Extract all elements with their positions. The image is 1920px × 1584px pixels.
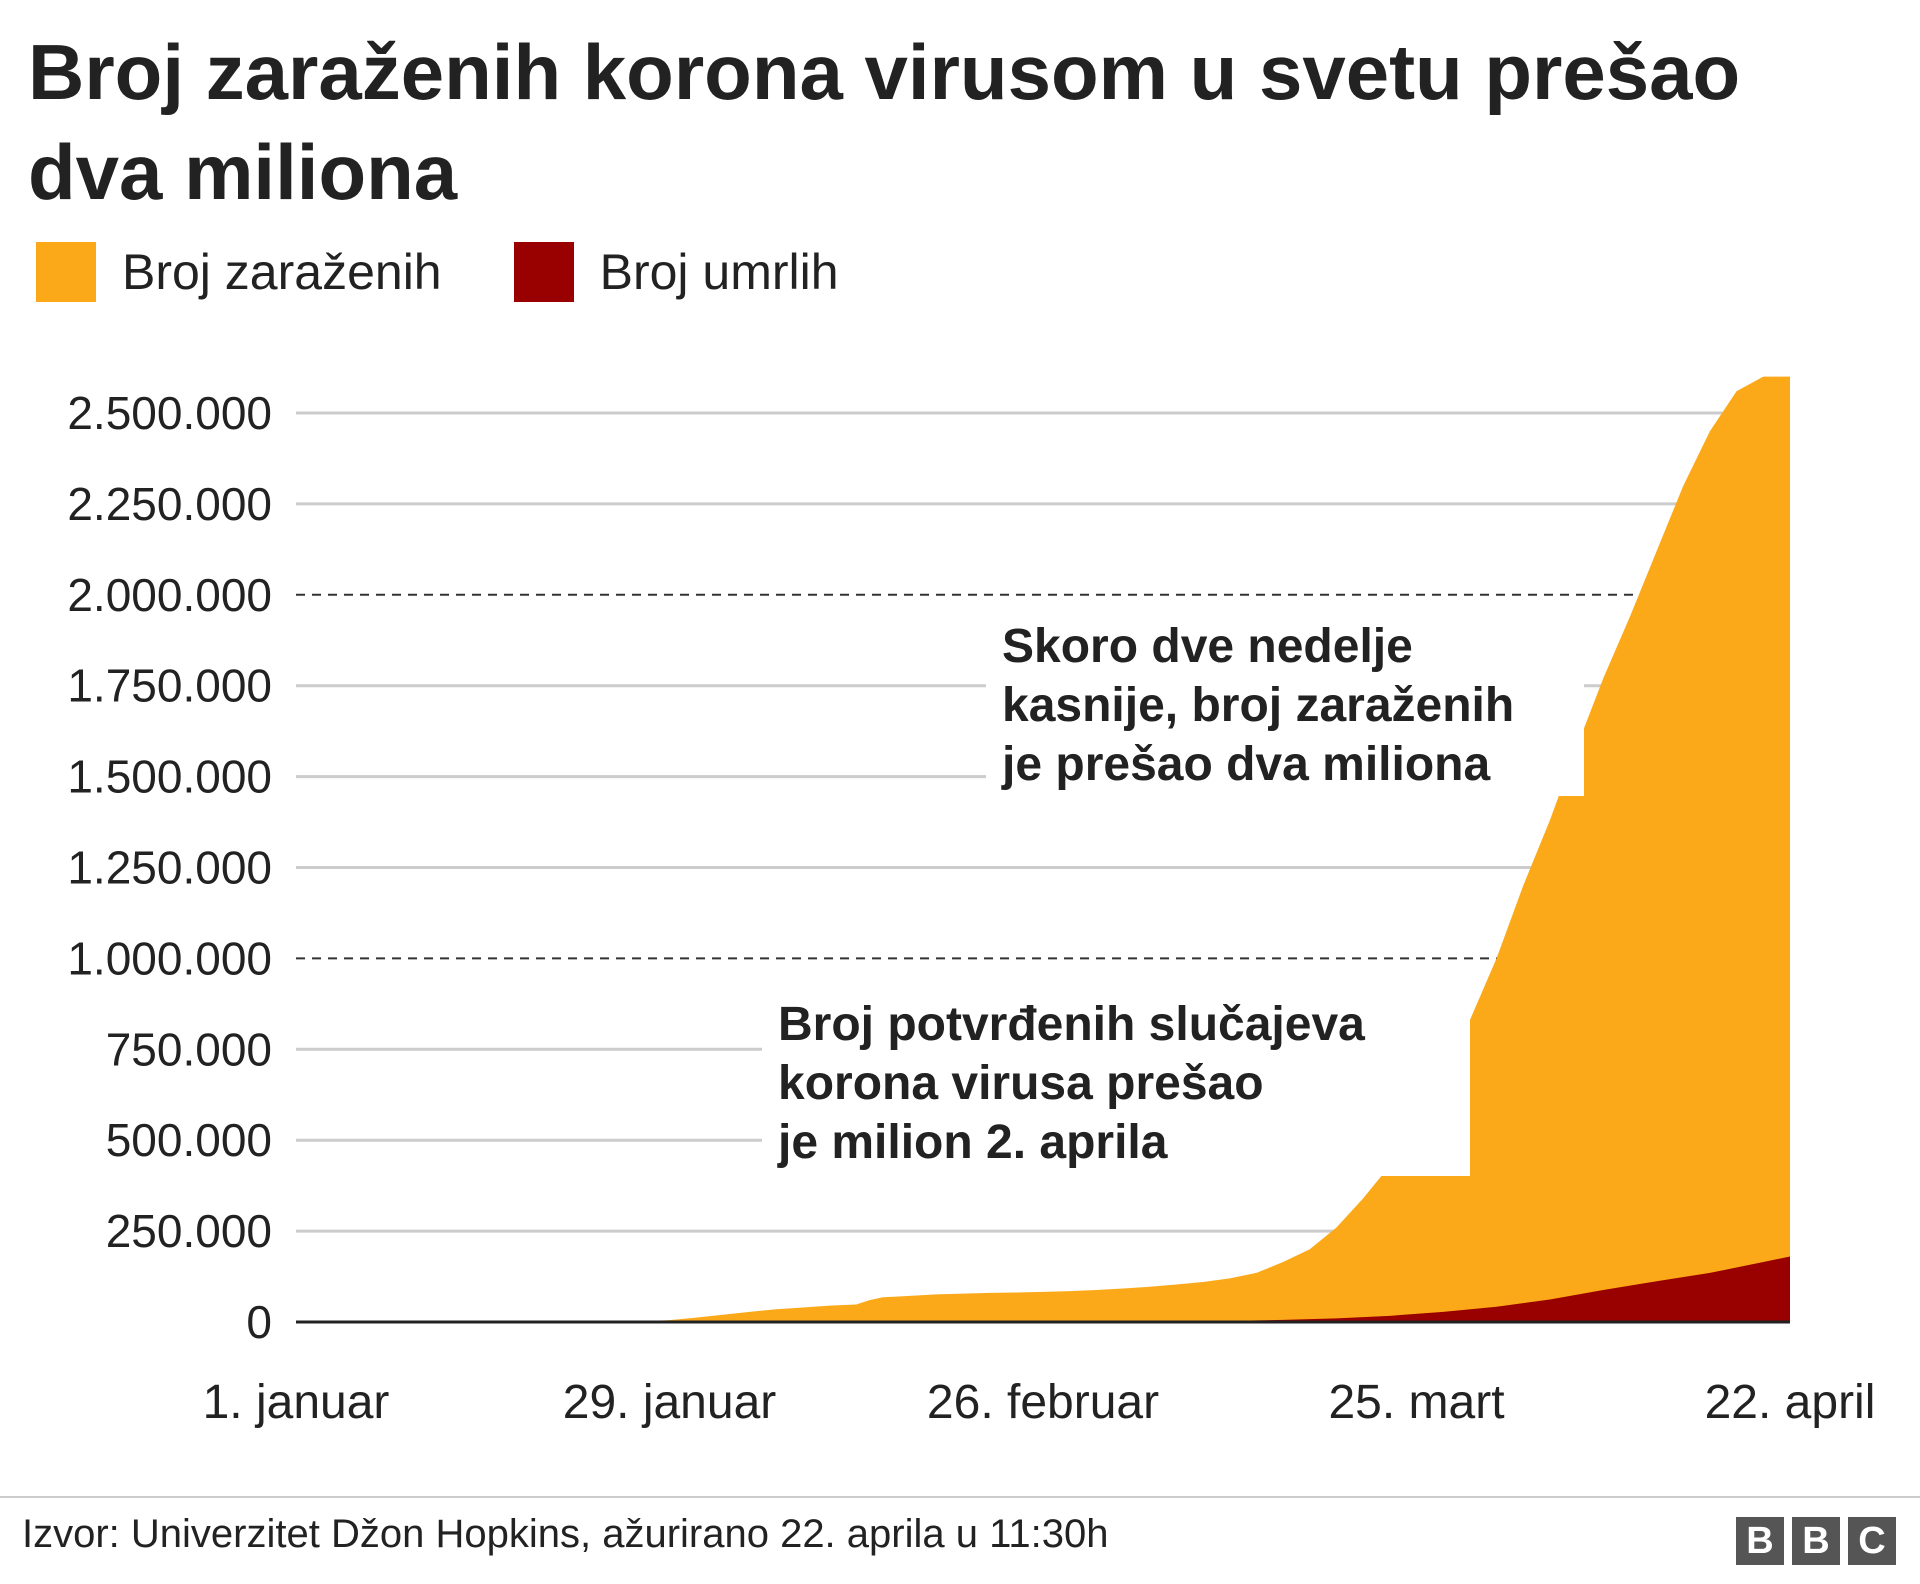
- chart-plot: 0 250.000 500.000 750.000 1.000.000 1.250.000…: [67, 376, 1876, 1429]
- x-tick-label: 1. januar: [203, 1376, 390, 1429]
- annotation-line: korona virusa prešao: [778, 1057, 1264, 1110]
- annotation-line: je milion 2. aprila: [777, 1116, 1168, 1169]
- y-tick-label: 1.250.000: [67, 842, 272, 894]
- y-tick-label: 1.750.000: [67, 660, 272, 712]
- y-tick-label: 250.000: [106, 1205, 272, 1257]
- annotation-line: Broj potvrđenih slučajeva: [778, 998, 1365, 1051]
- annotation-line: kasnije, broj zaraženih: [1002, 679, 1514, 732]
- x-tick-label: 22. april: [1705, 1376, 1876, 1429]
- legend: Broj zaraženih Broj umrlih: [36, 242, 911, 302]
- y-tick-label: 2.500.000: [67, 387, 272, 439]
- bbc-logo: B B C: [1736, 1517, 1896, 1565]
- y-tick-label: 0: [246, 1296, 272, 1348]
- footer-divider: [0, 1496, 1920, 1498]
- area-infected: [296, 376, 1790, 1322]
- y-tick-label: 500.000: [106, 1114, 272, 1166]
- area-deaths: [296, 1256, 1790, 1322]
- annotation-line: Skoro dve nedelje: [1002, 620, 1413, 673]
- legend-swatch-deaths: [513, 242, 574, 302]
- x-tick-label: 29. januar: [563, 1376, 777, 1429]
- x-tick-label: 26. februar: [927, 1376, 1159, 1429]
- chart-title: Broj zaraženih korona virusom u svetu pr…: [28, 28, 1741, 216]
- x-tick-label: 25. mart: [1328, 1376, 1504, 1429]
- legend-item-infected: Broj zaraženih: [36, 242, 442, 302]
- bbc-logo-letter: B: [1792, 1517, 1840, 1565]
- source-note: Izvor: Univerzitet Džon Hopkins, ažurira…: [22, 1512, 1109, 1556]
- legend-swatch-infected: [36, 242, 96, 302]
- annotation-background: [986, 610, 1584, 796]
- bbc-logo-letter: C: [1848, 1517, 1896, 1565]
- legend-label-infected: Broj zaraženih: [122, 244, 442, 300]
- bbc-logo-letter: B: [1736, 1517, 1784, 1565]
- y-tick-label: 1.000.000: [67, 932, 272, 984]
- y-tick-label: 2.000.000: [67, 569, 272, 621]
- y-tick-label: 750.000: [106, 1023, 272, 1075]
- y-tick-label: 2.250.000: [67, 478, 272, 530]
- annotation-background: [762, 990, 1470, 1176]
- legend-label-deaths: Broj umrlih: [599, 244, 839, 300]
- annotation-line: je prešao dva miliona: [1001, 738, 1490, 791]
- legend-item-deaths: Broj umrlih: [513, 242, 839, 302]
- y-tick-label: 1.500.000: [67, 751, 272, 803]
